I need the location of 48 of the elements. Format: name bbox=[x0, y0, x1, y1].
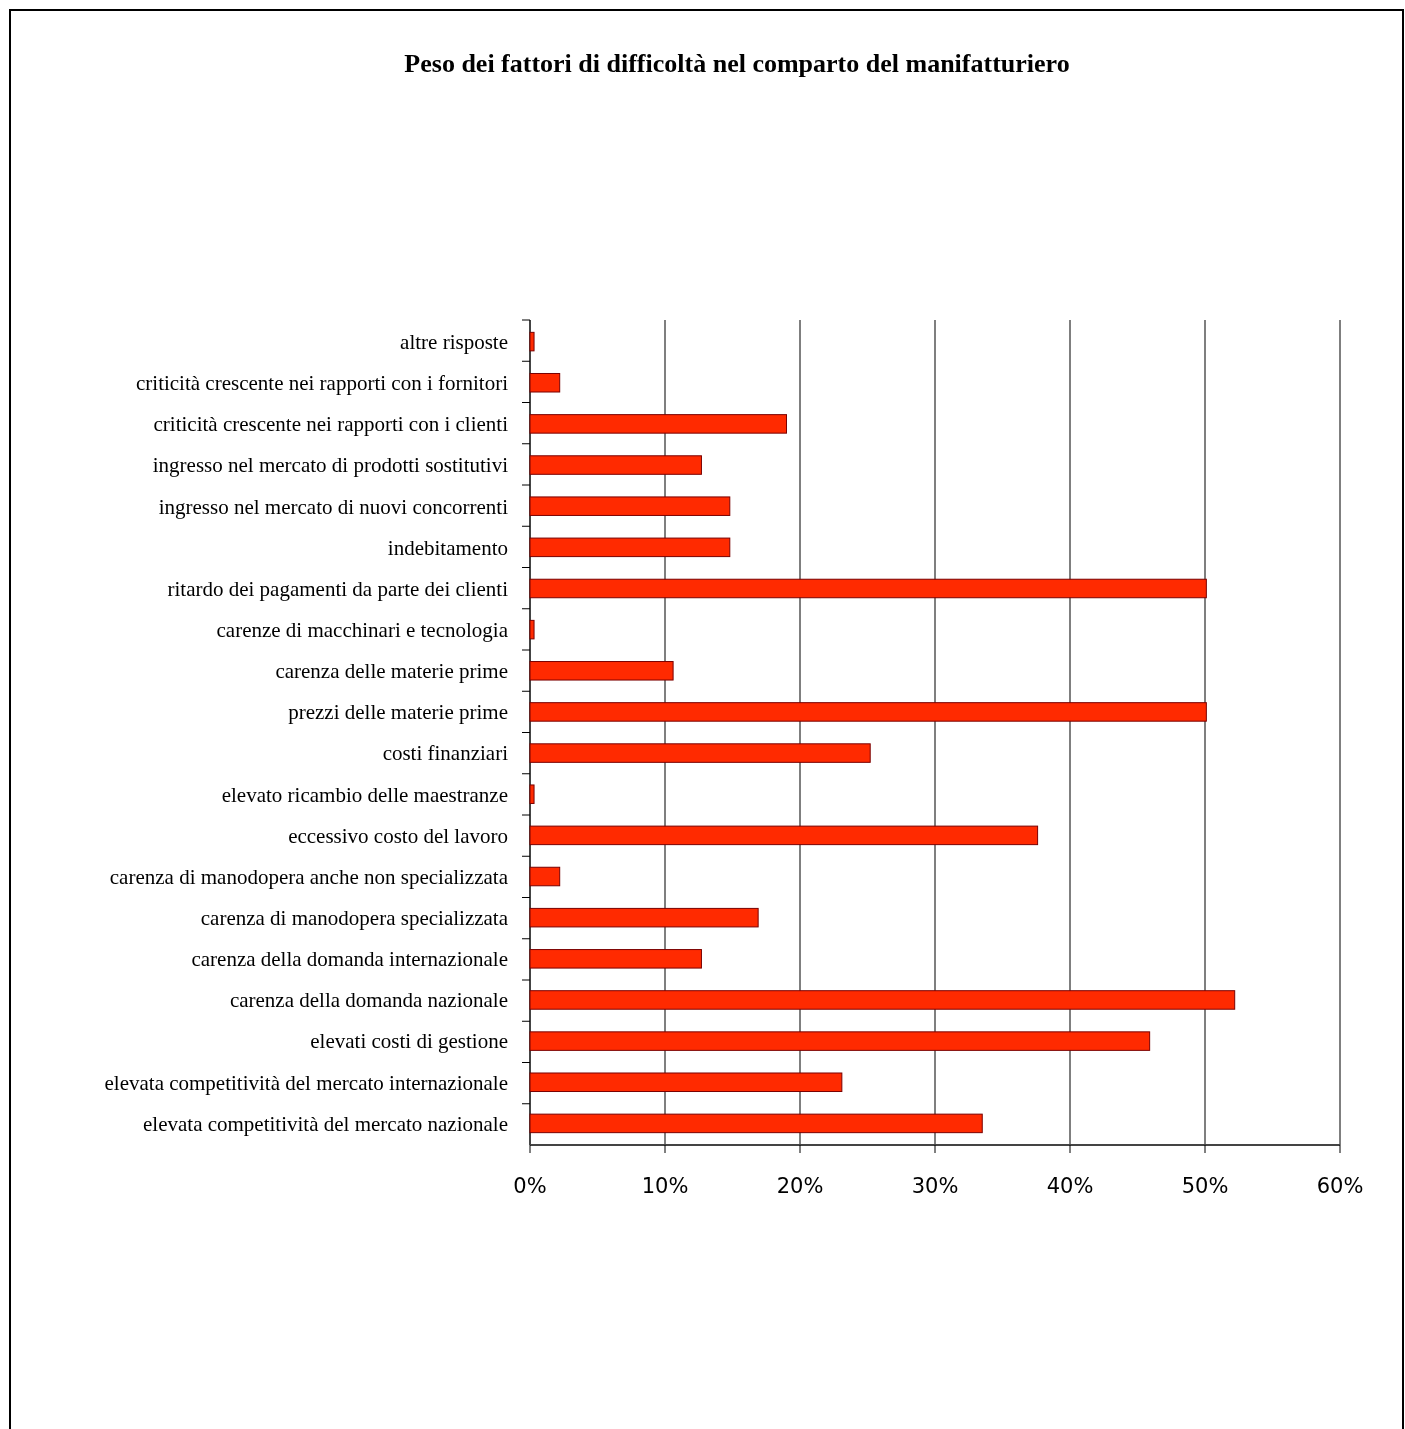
x-tick-label: 20% bbox=[776, 1174, 824, 1198]
y-tick-label: elevata competitività del mercato nazionale bbox=[143, 1111, 508, 1136]
y-tick-label: carenza delle materie prime bbox=[275, 659, 508, 684]
y-tick-label: elevato ricambio delle maestranze bbox=[221, 782, 508, 807]
bar bbox=[529, 825, 1039, 846]
x-tick-label: 40% bbox=[1046, 1174, 1094, 1198]
y-tick-label: ingresso nel mercato di nuovi concorrenti bbox=[158, 494, 509, 519]
y-tick-label: elevata competitività del mercato internazionale bbox=[104, 1070, 508, 1095]
bar bbox=[529, 949, 702, 969]
bar bbox=[529, 866, 561, 887]
bar bbox=[529, 743, 871, 763]
y-tick-label: prezzi delle materie prime bbox=[288, 700, 508, 725]
y-tick-label: eccessivo costo del lavoro bbox=[288, 823, 508, 848]
bar bbox=[529, 578, 1207, 599]
x-tick-label: 30% bbox=[911, 1174, 959, 1198]
y-tick-label: carenza di manodopera anche non specializzata bbox=[109, 864, 509, 889]
x-tick-label: 0% bbox=[513, 1174, 547, 1198]
chart-title: Peso dei fattori di difficoltà nel comparto del manifatturiero bbox=[404, 49, 1070, 78]
y-tick-label: carenze di macchinari e tecnologia bbox=[216, 617, 509, 642]
bar bbox=[529, 1072, 843, 1093]
bar bbox=[529, 990, 1236, 1010]
y-tick-label: carenza di manodopera specializzata bbox=[200, 906, 509, 931]
y-tick-label: criticità crescente nei rapporti con i clienti bbox=[153, 412, 509, 437]
bar bbox=[529, 537, 731, 558]
x-tick-label: 60% bbox=[1316, 1174, 1364, 1198]
y-tick-label: costi finanziari bbox=[382, 741, 509, 766]
bar bbox=[529, 372, 561, 393]
x-tick-label: 50% bbox=[1181, 1174, 1229, 1198]
bar bbox=[529, 1113, 983, 1134]
bar bbox=[529, 414, 787, 434]
bar bbox=[529, 619, 535, 640]
bar bbox=[529, 1031, 1151, 1051]
y-tick-label: indebitamento bbox=[387, 535, 508, 560]
bar bbox=[529, 331, 535, 352]
bar bbox=[529, 784, 535, 804]
y-tick-label: elevati costi di gestione bbox=[310, 1029, 508, 1054]
y-tick-label: carenza della domanda internazionale bbox=[191, 947, 508, 972]
bar bbox=[529, 661, 674, 681]
y-tick-label: criticità crescente nei rapporti con i fornitori bbox=[135, 371, 509, 396]
bar bbox=[529, 496, 731, 516]
y-tick-label: ritardo dei pagamenti da parte dei clienti bbox=[167, 576, 509, 601]
bar bbox=[529, 455, 702, 475]
bar bbox=[529, 907, 759, 928]
x-tick-label: 10% bbox=[641, 1174, 689, 1198]
y-tick-label: ingresso nel mercato di prodotti sostitutivi bbox=[152, 453, 509, 478]
bar bbox=[529, 702, 1207, 722]
y-tick-label: altre risposte bbox=[400, 329, 508, 354]
y-tick-label: carenza della domanda nazionale bbox=[229, 988, 508, 1013]
